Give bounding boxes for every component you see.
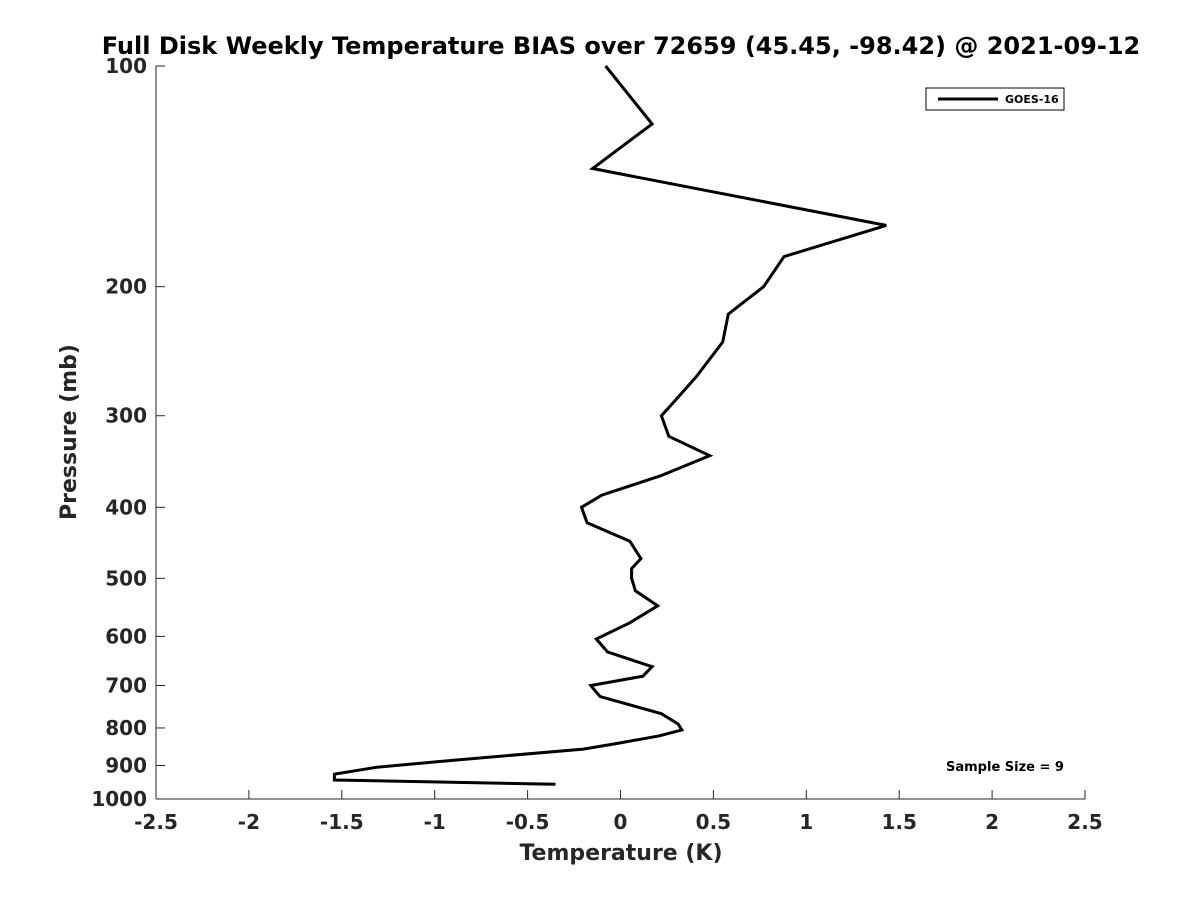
y-tick-label: 500 [105,566,147,590]
x-tick-label: -1.5 [320,810,364,834]
legend-label-goes-16: GOES-16 [1005,93,1059,106]
x-tick-label: 2.5 [1067,810,1102,834]
legend: GOES-16 [925,87,1065,111]
y-axis: 100 200 300 400 500 600 700 800 900 1000 [91,54,165,811]
y-tick-label: 700 [105,673,147,697]
series-line-goes-16 [332,65,887,786]
y-tick-label: 900 [105,753,147,777]
x-tick-label: 2 [985,810,999,834]
plot-area [155,66,1085,800]
sample-size-annotation: Sample Size = 9 [946,760,1064,775]
x-tick-label: 0.5 [696,810,731,834]
x-tick-label: -2 [238,810,260,834]
x-tick-label: 1 [799,810,813,834]
series-layer [332,65,887,786]
x-tick-label: 1.5 [881,810,916,834]
y-tick-label: 400 [105,495,147,519]
x-axis: -2.5 -2 -1.5 -1 -0.5 0 0.5 1 1.5 2 2.5 [134,790,1103,834]
y-tick-label: 100 [105,54,147,78]
y-axis-label: Pressure (mb) [57,344,82,520]
y-tick-label: 200 [105,275,147,299]
y-tick-label: 300 [105,404,147,428]
y-tick-label: 1000 [91,787,147,811]
x-tick-label: -0.5 [506,810,550,834]
y-tick-label: 800 [105,716,147,740]
x-tick-label: 0 [614,810,628,834]
x-axis-label: Temperature (K) [519,841,722,866]
chart-title: Full Disk Weekly Temperature BIAS over 7… [102,32,1141,60]
x-tick-label: -2.5 [134,810,178,834]
x-tick-label: -1 [424,810,446,834]
y-tick-label: 600 [105,624,147,648]
